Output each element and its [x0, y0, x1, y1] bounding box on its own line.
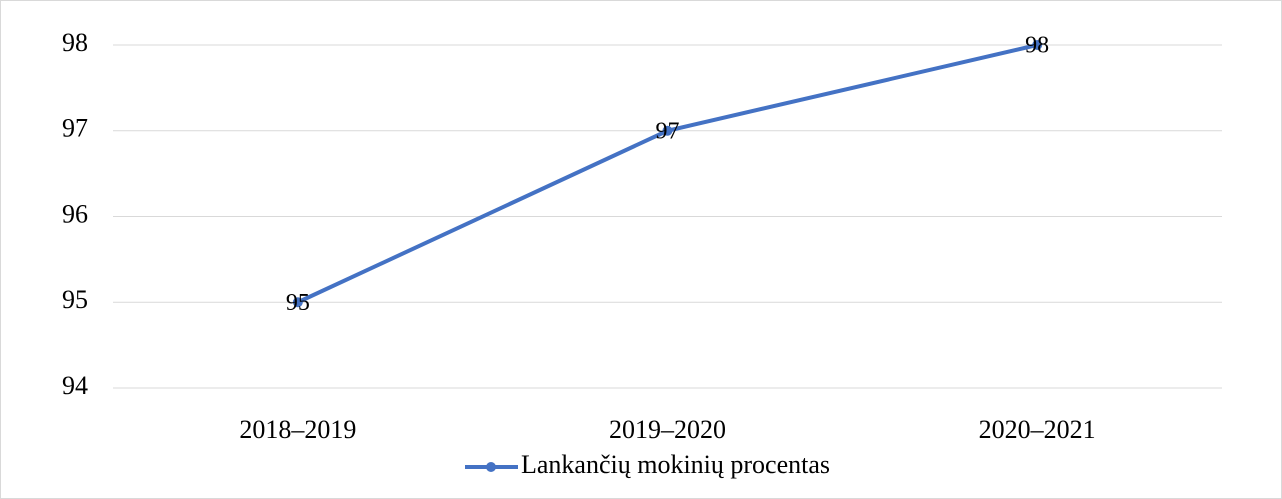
point — [292, 297, 303, 308]
legend-marker — [486, 462, 496, 472]
point — [1032, 40, 1043, 50]
x-tick-label: 2019–2020 — [609, 415, 726, 444]
data-label: 98 — [1025, 33, 1049, 59]
y-tick-label: 95 — [62, 285, 88, 314]
x-tick-label: 2018–2019 — [239, 415, 356, 444]
y-tick-label: 97 — [62, 114, 88, 143]
data-label: 97 — [656, 118, 680, 144]
y-tick-label: 98 — [62, 28, 88, 57]
y-tick-label: 96 — [62, 199, 88, 228]
data-label: 95 — [286, 290, 310, 316]
y-tick-label: 94 — [62, 371, 88, 400]
x-tick-label: 2020–2021 — [979, 415, 1096, 444]
legend-label: Lankančių mokinių procentas — [521, 450, 830, 479]
point — [662, 125, 673, 136]
